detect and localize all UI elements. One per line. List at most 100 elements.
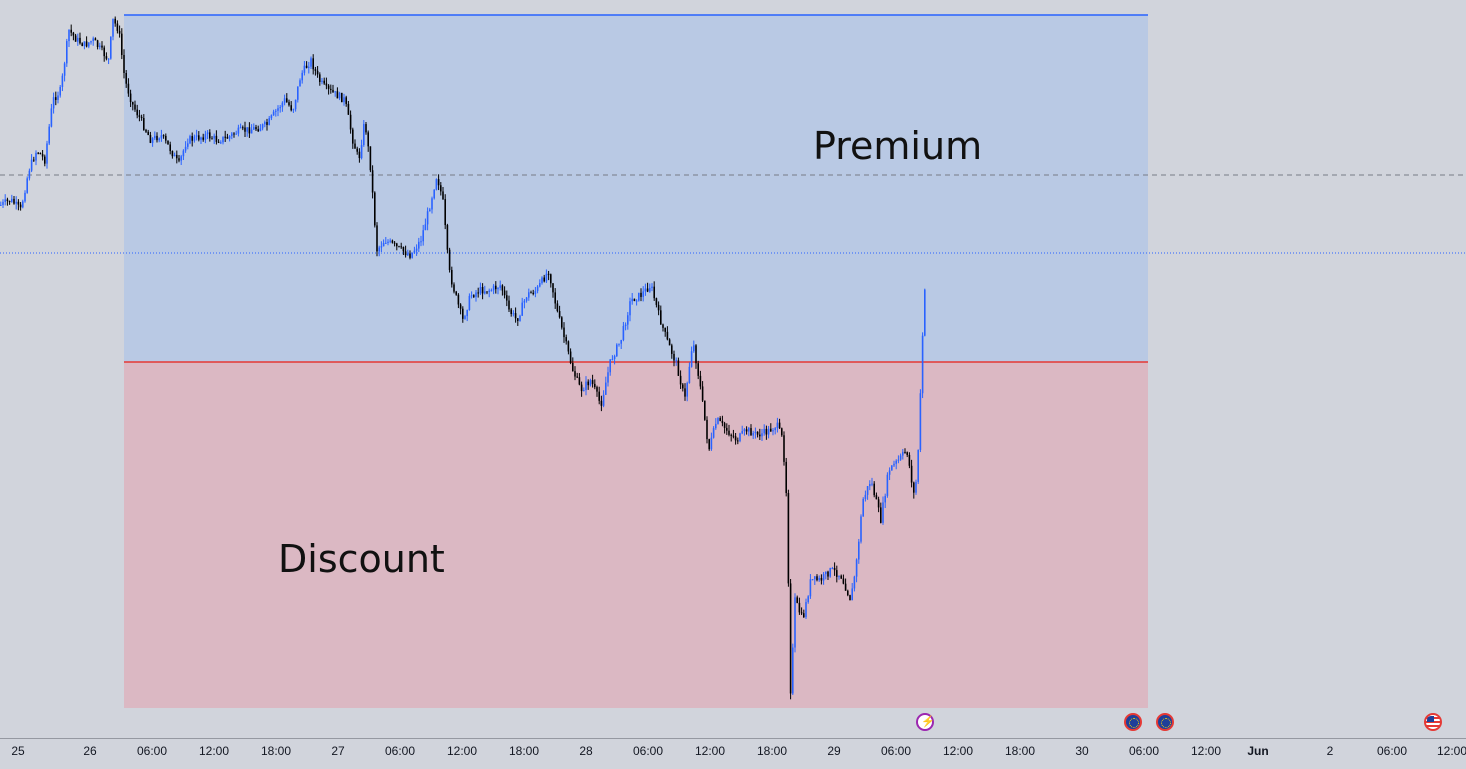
time-tick: 18:00 <box>1004 744 1036 758</box>
candle-body <box>609 359 611 373</box>
candle-body <box>572 362 574 372</box>
time-tick: 06:00 <box>1128 744 1160 758</box>
candle-body <box>633 298 636 301</box>
candle-body <box>63 63 66 76</box>
eu-flag-event-icon[interactable] <box>1156 713 1174 731</box>
price-chart[interactable] <box>0 0 1466 738</box>
candle-body <box>514 313 517 319</box>
candle-body <box>13 198 15 204</box>
candle-body <box>96 40 99 47</box>
candle-body <box>475 292 477 297</box>
discount-zone[interactable] <box>124 362 1148 708</box>
candle-body <box>783 435 785 462</box>
candle-body <box>591 380 594 384</box>
candle-body <box>268 118 270 125</box>
candle-body <box>864 494 867 499</box>
candle-body <box>642 291 644 297</box>
candle-body <box>435 179 438 190</box>
candle-body <box>286 98 288 103</box>
candle-body <box>543 277 545 282</box>
candle-body <box>842 578 845 584</box>
candle-body <box>290 105 292 111</box>
candle-body <box>675 360 677 362</box>
premium-zone[interactable] <box>124 15 1148 362</box>
candle-body <box>536 286 539 292</box>
candle-body <box>338 92 341 99</box>
candle-body <box>314 69 317 71</box>
candle-body <box>833 567 836 571</box>
candle-body <box>910 465 913 483</box>
candle-body <box>796 597 798 603</box>
candle-body <box>184 146 187 151</box>
candle-body <box>816 576 818 581</box>
candle-body <box>607 372 609 383</box>
candle-body <box>59 86 61 96</box>
time-tick: 06:00 <box>880 744 912 758</box>
candle-body <box>906 452 908 455</box>
candle-body <box>411 252 413 258</box>
candle-body <box>360 145 363 159</box>
candle-body <box>11 198 13 202</box>
candle-body <box>389 240 391 242</box>
candle-body <box>521 302 523 316</box>
candle-body <box>88 42 90 47</box>
candle-body <box>398 246 400 248</box>
candle-body <box>635 300 638 302</box>
us-flag-event-icon[interactable] <box>1424 713 1442 731</box>
time-axis[interactable]: 25 26 06:00 12:00 18:00 27 06:00 12:00 18:00 28 06… <box>0 738 1466 769</box>
candle-body <box>15 201 17 204</box>
candle-body <box>409 253 411 258</box>
candle-body <box>534 291 537 294</box>
candle-body <box>567 341 570 352</box>
candle-body <box>915 481 917 493</box>
candle-body <box>787 492 790 584</box>
candle-body <box>325 83 328 86</box>
candle-body <box>739 433 741 442</box>
candle-body <box>369 146 372 171</box>
candle-body <box>92 38 94 42</box>
candle-body <box>55 97 57 100</box>
candle-body <box>442 191 444 200</box>
candle-body <box>653 286 655 299</box>
candle-body <box>772 430 774 432</box>
candle-body <box>162 135 165 137</box>
candle-body <box>404 251 407 256</box>
candle-body <box>323 80 325 84</box>
candle-body <box>631 298 633 302</box>
candle-body <box>596 387 598 392</box>
candle-body <box>279 107 281 109</box>
candle-body <box>261 124 264 129</box>
candle-body <box>440 185 442 192</box>
candle-body <box>503 290 506 296</box>
candle-body <box>182 150 185 157</box>
candle-body <box>292 109 295 111</box>
candle-body <box>921 335 924 394</box>
candle-body <box>118 30 121 34</box>
candle-body <box>448 249 451 270</box>
candle-body <box>508 300 510 310</box>
candle-body <box>321 80 323 82</box>
candle-body <box>578 377 581 385</box>
candle-body <box>684 388 686 397</box>
time-tick: 18:00 <box>260 744 292 758</box>
candle-body <box>224 136 226 138</box>
candle-body <box>237 127 240 134</box>
candle-body <box>523 300 526 303</box>
candle-body <box>811 579 814 581</box>
lightning-event-icon[interactable] <box>916 713 935 731</box>
time-tick: 12:00 <box>1190 744 1222 758</box>
candle-body <box>294 99 297 110</box>
chart-area[interactable]: Premium Discount <box>0 0 1466 738</box>
candle-body <box>752 433 754 436</box>
candle-body <box>877 499 880 508</box>
eu-flag-event-icon[interactable] <box>1124 713 1142 731</box>
candle-body <box>140 116 143 119</box>
candle-body <box>622 325 625 340</box>
candle-body <box>574 371 576 377</box>
candle-body <box>706 419 708 440</box>
candle-body <box>132 102 134 105</box>
candle-body <box>862 498 864 517</box>
candle-body <box>354 143 356 149</box>
candle-body <box>512 313 515 315</box>
candle-body <box>195 135 198 137</box>
